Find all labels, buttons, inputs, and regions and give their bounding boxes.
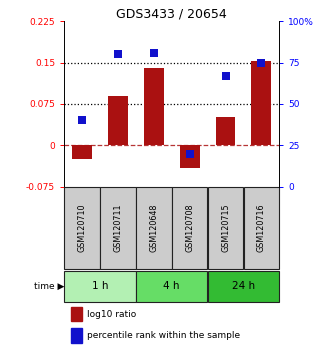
Text: GSM120648: GSM120648 <box>149 204 158 252</box>
FancyBboxPatch shape <box>208 271 279 302</box>
FancyBboxPatch shape <box>172 188 207 269</box>
Bar <box>144 68 164 145</box>
Bar <box>72 145 92 159</box>
Text: 1 h: 1 h <box>92 281 108 291</box>
Text: GSM120711: GSM120711 <box>113 204 123 252</box>
Title: GDS3433 / 20654: GDS3433 / 20654 <box>116 7 227 20</box>
Text: GSM120715: GSM120715 <box>221 204 230 252</box>
Bar <box>71 307 82 321</box>
Point <box>80 118 85 123</box>
Text: GSM120708: GSM120708 <box>185 204 194 252</box>
Text: percentile rank within the sample: percentile rank within the sample <box>87 331 240 340</box>
Text: 4 h: 4 h <box>163 281 180 291</box>
Bar <box>71 329 82 343</box>
Text: 24 h: 24 h <box>232 281 255 291</box>
FancyBboxPatch shape <box>136 271 207 302</box>
Bar <box>251 62 271 145</box>
FancyBboxPatch shape <box>64 188 100 269</box>
Text: log10 ratio: log10 ratio <box>87 310 136 319</box>
Point <box>116 51 121 57</box>
FancyBboxPatch shape <box>100 188 136 269</box>
Bar <box>180 145 200 169</box>
Point <box>259 60 264 65</box>
Text: GSM120716: GSM120716 <box>257 204 266 252</box>
Bar <box>108 96 128 145</box>
Text: GSM120710: GSM120710 <box>78 204 87 252</box>
Text: time ▶: time ▶ <box>34 282 64 291</box>
FancyBboxPatch shape <box>244 188 279 269</box>
Point <box>151 50 156 56</box>
FancyBboxPatch shape <box>64 271 136 302</box>
Point <box>223 73 228 79</box>
Bar <box>216 116 235 145</box>
FancyBboxPatch shape <box>208 188 243 269</box>
FancyBboxPatch shape <box>136 188 172 269</box>
Point <box>187 151 192 156</box>
